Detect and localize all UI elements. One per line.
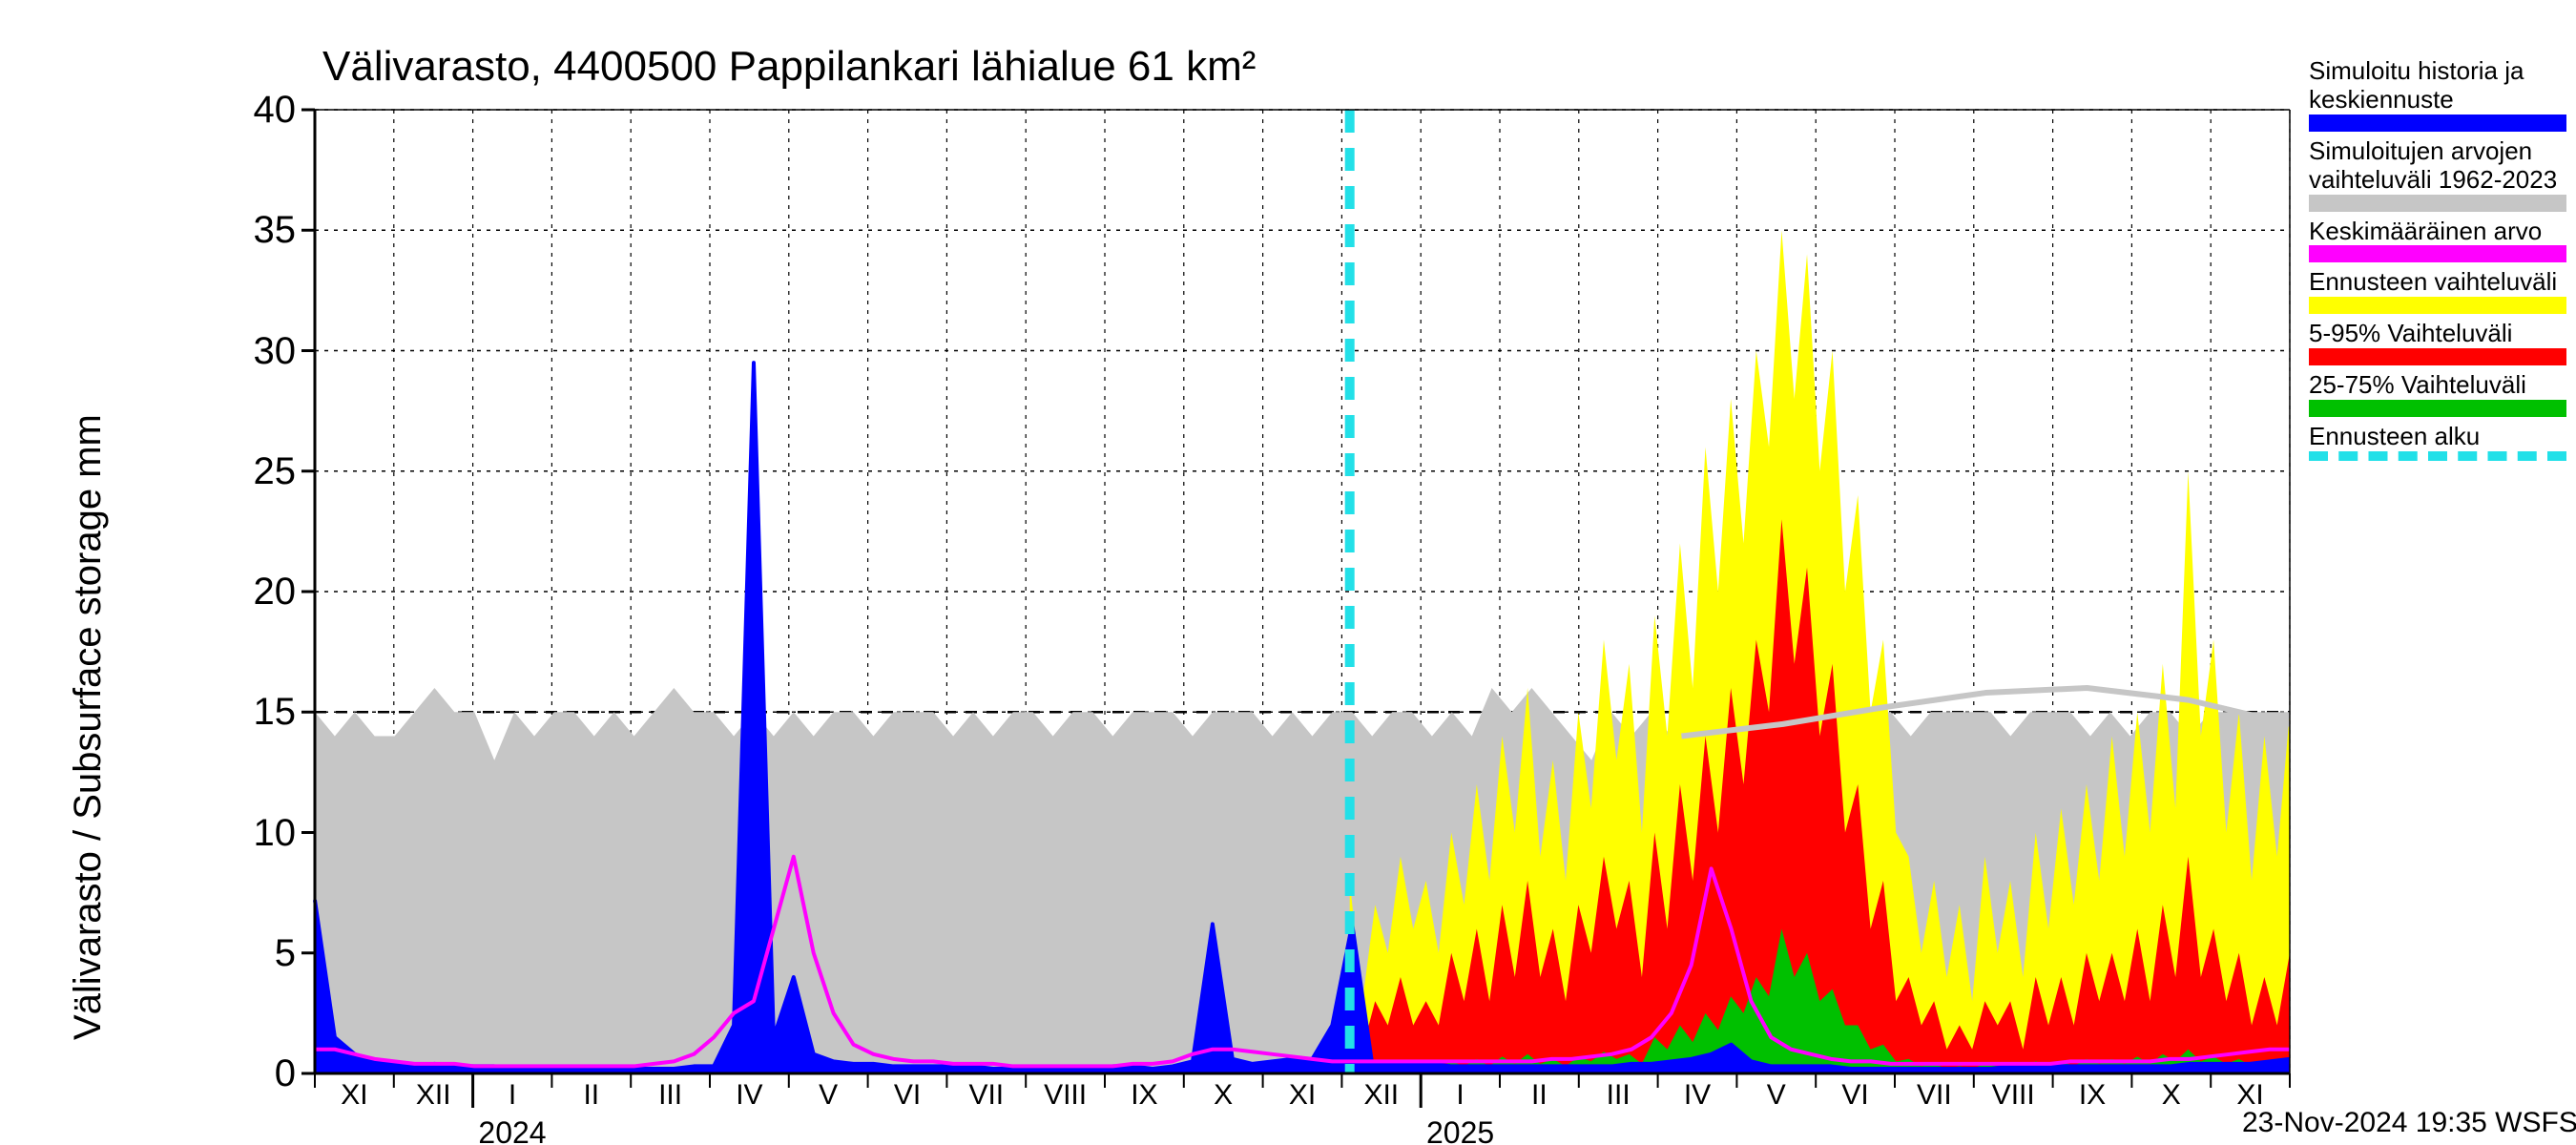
x-tick: II xyxy=(1531,1079,1548,1112)
x-tick: VI xyxy=(1841,1079,1868,1112)
x-tick: II xyxy=(583,1079,599,1112)
legend-swatch xyxy=(2309,195,2566,212)
legend-item: Keskimääräinen arvo xyxy=(2309,218,2566,263)
y-tick: 15 xyxy=(254,691,297,734)
x-tick: III xyxy=(1607,1079,1631,1112)
y-tick: 5 xyxy=(275,932,296,975)
legend-swatch xyxy=(2309,245,2566,262)
y-tick: 10 xyxy=(254,812,297,855)
y-tick: 20 xyxy=(254,571,297,614)
legend-label: Ennusteen alku xyxy=(2309,423,2566,451)
x-tick: IV xyxy=(736,1079,762,1112)
x-tick: VII xyxy=(968,1079,1004,1112)
x-tick: VII xyxy=(1917,1079,1952,1112)
x-tick: X xyxy=(1214,1079,1233,1112)
x-tick: XII xyxy=(416,1079,451,1112)
x-tick: I xyxy=(509,1079,516,1112)
x-tick: X xyxy=(2162,1079,2181,1112)
x-tick: XII xyxy=(1363,1079,1399,1112)
legend-label: Keskimääräinen arvo xyxy=(2309,218,2566,246)
legend-swatch xyxy=(2309,348,2566,365)
x-tick: VI xyxy=(894,1079,921,1112)
y-tick: 40 xyxy=(254,89,297,132)
y-axis-label: Välivarasto / Subsurface storage mm xyxy=(67,414,110,1040)
legend-item: 5-95% Vaihteluväli xyxy=(2309,320,2566,365)
x-tick: VIII xyxy=(1992,1079,2035,1112)
x-tick: IX xyxy=(2079,1079,2106,1112)
chart-title: Välivarasto, 4400500 Pappilankari lähial… xyxy=(322,43,1256,91)
y-tick: 30 xyxy=(254,330,297,373)
x-tick: XI xyxy=(341,1079,367,1112)
legend-label: Simuloitujen arvojenvaihteluväli 1962-20… xyxy=(2309,137,2566,195)
year-label: 2025 xyxy=(1426,1115,1494,1145)
y-tick: 35 xyxy=(254,209,297,252)
footer-timestamp: 23-Nov-2024 19:35 WSFS-O xyxy=(2242,1107,2576,1139)
legend-label: Simuloitu historia jakeskiennuste xyxy=(2309,57,2566,114)
legend-item: Ennusteen alku xyxy=(2309,423,2566,461)
year-label: 2024 xyxy=(478,1115,546,1145)
x-tick: V xyxy=(1767,1079,1786,1112)
legend-label: 25-75% Vaihteluväli xyxy=(2309,371,2566,400)
legend-label: Ennusteen vaihteluväli xyxy=(2309,268,2566,297)
x-tick: IV xyxy=(1684,1079,1711,1112)
legend-item: Ennusteen vaihteluväli xyxy=(2309,268,2566,314)
x-tick: XI xyxy=(1289,1079,1316,1112)
plot-area xyxy=(0,0,2576,1145)
legend-swatch xyxy=(2309,451,2566,461)
legend-label: 5-95% Vaihteluväli xyxy=(2309,320,2566,348)
legend-item: Simuloitu historia jakeskiennuste xyxy=(2309,57,2566,132)
legend-item: 25-75% Vaihteluväli xyxy=(2309,371,2566,417)
x-tick: III xyxy=(658,1079,682,1112)
x-tick: I xyxy=(1456,1079,1464,1112)
legend-item: Simuloitujen arvojenvaihteluväli 1962-20… xyxy=(2309,137,2566,212)
x-tick: V xyxy=(819,1079,838,1112)
legend: Simuloitu historia jakeskiennuste Simuloi… xyxy=(2309,57,2566,467)
y-tick: 0 xyxy=(275,1052,296,1095)
chart-root: Välivarasto, 4400500 Pappilankari lähial… xyxy=(0,0,2576,1145)
y-tick: 25 xyxy=(254,450,297,493)
x-tick: IX xyxy=(1131,1079,1157,1112)
legend-swatch xyxy=(2309,297,2566,314)
legend-swatch xyxy=(2309,114,2566,132)
x-tick: VIII xyxy=(1044,1079,1087,1112)
legend-swatch xyxy=(2309,400,2566,417)
